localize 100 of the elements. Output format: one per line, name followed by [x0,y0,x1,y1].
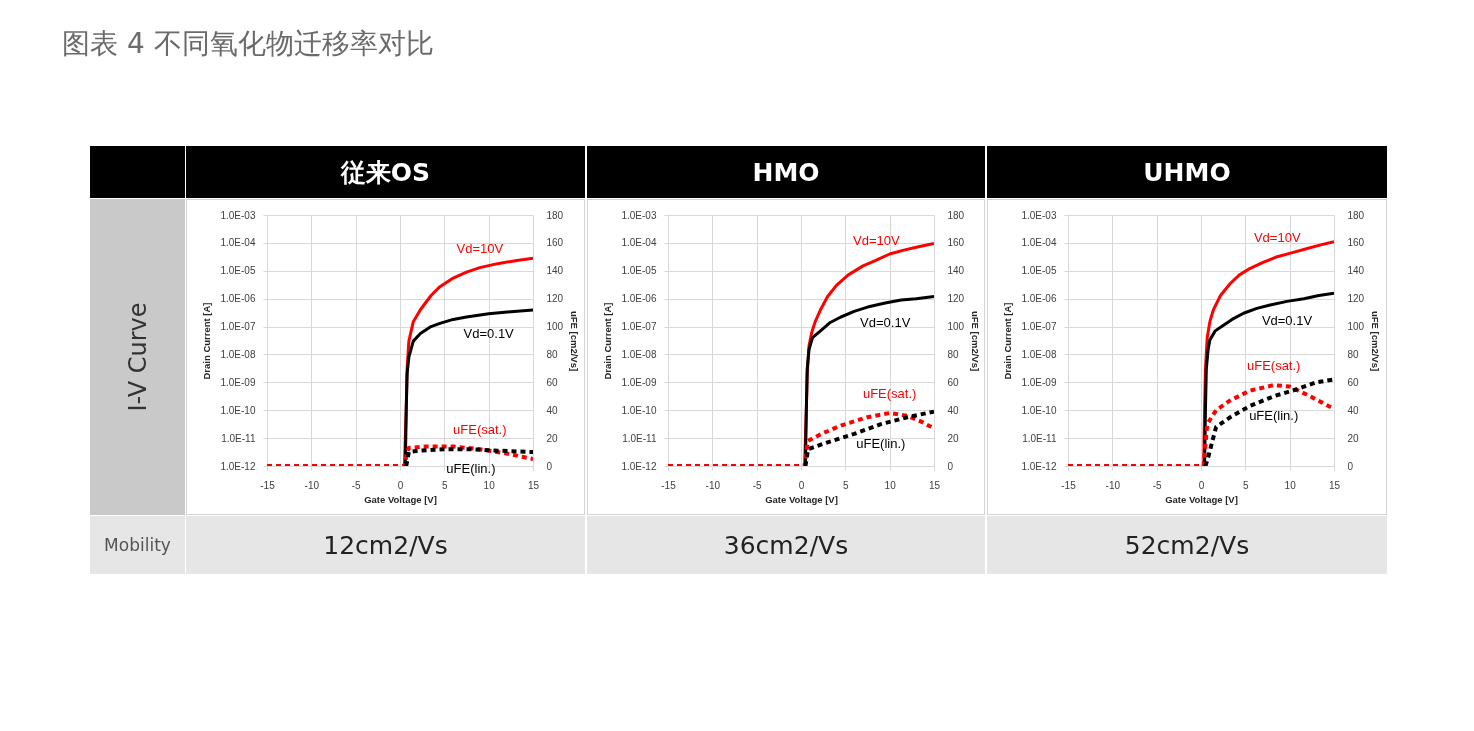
text: 36cm2/Vs [723,530,849,560]
series-label: uFE(lin.) [856,436,906,452]
y-tick-label: 1.0E-09 [621,376,657,388]
y2-tick-label: 140 [546,265,564,277]
y2-tick-label: 100 [947,321,965,333]
series-label: Vd=0.1V [463,325,515,341]
y2-tick-label: 180 [1347,209,1365,221]
text: 12cm2/Vs [323,530,448,560]
y-tick-label: 1.0E-03 [1021,209,1057,221]
x-tick-label: -5 [1152,479,1163,491]
series-label: Vd=0.1V [860,314,911,330]
y-tick-label: 1.0E-10 [1021,404,1057,416]
y2-axis-title: uFE [cm2/Vs] [1370,310,1382,372]
x-tick-label: -5 [351,479,362,491]
x-axis-title: Gate Voltage [V] [765,493,838,505]
y-tick-label: 1.0E-06 [220,293,256,305]
x-tick-label: -15 [260,479,276,491]
x-tick-label: -10 [705,479,721,491]
series-label: Vd=0.1V [1261,313,1313,329]
y-axis-title: Drain Current [A] [1002,302,1014,380]
y-tick-label: 1.0E-07 [1021,321,1057,333]
y-tick-label: 1.0E-10 [621,404,657,416]
y2-tick-label: 0 [947,460,954,472]
y2-tick-label: 40 [1347,404,1360,416]
y-tick-label: 1.0E-03 [621,209,657,221]
y2-tick-label: 80 [1347,348,1360,360]
y2-axis-title: uFE [cm2/Vs] [970,310,982,372]
y-tick-label: 1.0E-04 [1021,237,1057,249]
y2-tick-label: 160 [1347,237,1365,249]
x-tick-label: 15 [527,479,540,491]
y2-tick-label: 20 [1347,432,1360,444]
y2-tick-label: 160 [947,237,965,249]
y-tick-label: 1.0E-12 [621,460,657,472]
series-label: Vd=10V [456,240,504,256]
y2-tick-label: 0 [546,460,553,472]
x-tick-label: -10 [304,479,320,491]
series-label: uFE(lin.) [1249,408,1299,424]
y-tick-label: 1.0E-04 [220,237,256,249]
series-label: uFE(sat.) [1246,358,1301,374]
y-tick-label: 1.0E-07 [621,321,657,333]
x-tick-label: 0 [1198,479,1205,491]
x-tick-label: 10 [483,479,496,491]
chart-title: HMO [587,146,985,198]
series-label: uFE(sat.) [453,422,507,438]
y-tick-label: 1.0E-03 [220,209,256,221]
series-label: uFE(sat.) [862,386,917,402]
y2-tick-label: 80 [947,348,960,360]
y-tick-label: 1.0E-04 [621,237,657,249]
y-tick-label: 1.0E-10 [220,404,256,416]
y2-tick-label: 180 [947,209,965,221]
y2-tick-label: 140 [947,265,965,277]
x-tick-label: 0 [798,479,805,491]
y-tick-label: 1.0E-12 [1021,460,1057,472]
y-axis-title: Drain Current [A] [602,302,614,380]
y-tick-label: 1.0E-06 [621,293,657,305]
y-tick-label: 1.0E-08 [621,348,657,360]
text: 52cm2/Vs [1124,530,1250,560]
y-tick-label: 1.0E-05 [621,265,657,277]
x-tick-label: -15 [1061,479,1077,491]
y2-tick-label: 40 [947,404,960,416]
text: I-V Curve [123,302,152,412]
x-tick-label: 10 [1284,479,1297,491]
y-tick-label: 1.0E-08 [1021,348,1057,360]
y-tick-label: 1.0E-11 [221,432,256,444]
y-axis-title: Drain Current [A] [201,302,213,380]
y2-tick-label: 120 [546,293,564,305]
y2-tick-label: 120 [1347,293,1365,305]
y2-tick-label: 60 [947,376,960,388]
y-tick-label: 1.0E-07 [220,321,256,333]
y2-tick-label: 100 [546,321,564,333]
y2-tick-label: 140 [1347,265,1365,277]
y2-tick-label: 20 [546,432,559,444]
y-tick-label: 1.0E-08 [220,348,256,360]
y-tick-label: 1.0E-12 [220,460,256,472]
chart-title: 従来OS [186,146,585,198]
chart-title: UHMO [987,146,1387,198]
y-tick-label: 1.0E-11 [622,432,657,444]
x-tick-label: 15 [1328,479,1341,491]
x-tick-label: -10 [1105,479,1121,491]
x-tick-label: 5 [843,479,850,491]
y2-tick-label: 0 [1347,460,1354,472]
x-axis-title: Gate Voltage [V] [1165,493,1238,505]
y-tick-label: 1.0E-05 [220,265,256,277]
series-label: Vd=10V [853,233,901,249]
y-tick-label: 1.0E-09 [1021,376,1057,388]
x-tick-label: 5 [442,479,449,491]
y2-axis-title: uFE [cm2/Vs] [569,310,581,372]
x-tick-label: 15 [928,479,941,491]
x-axis-title: Gate Voltage [V] [364,493,437,505]
x-tick-label: 0 [397,479,404,491]
y2-tick-label: 100 [1347,321,1365,333]
y2-tick-label: 60 [1347,376,1360,388]
y-tick-label: 1.0E-05 [1021,265,1057,277]
series-label: uFE(lin.) [446,461,496,477]
y2-tick-label: 60 [546,376,559,388]
y2-tick-label: 20 [947,432,960,444]
y2-tick-label: 120 [947,293,965,305]
x-tick-label: 5 [1243,479,1250,491]
y2-tick-label: 180 [546,209,564,221]
y2-tick-label: 160 [546,237,564,249]
